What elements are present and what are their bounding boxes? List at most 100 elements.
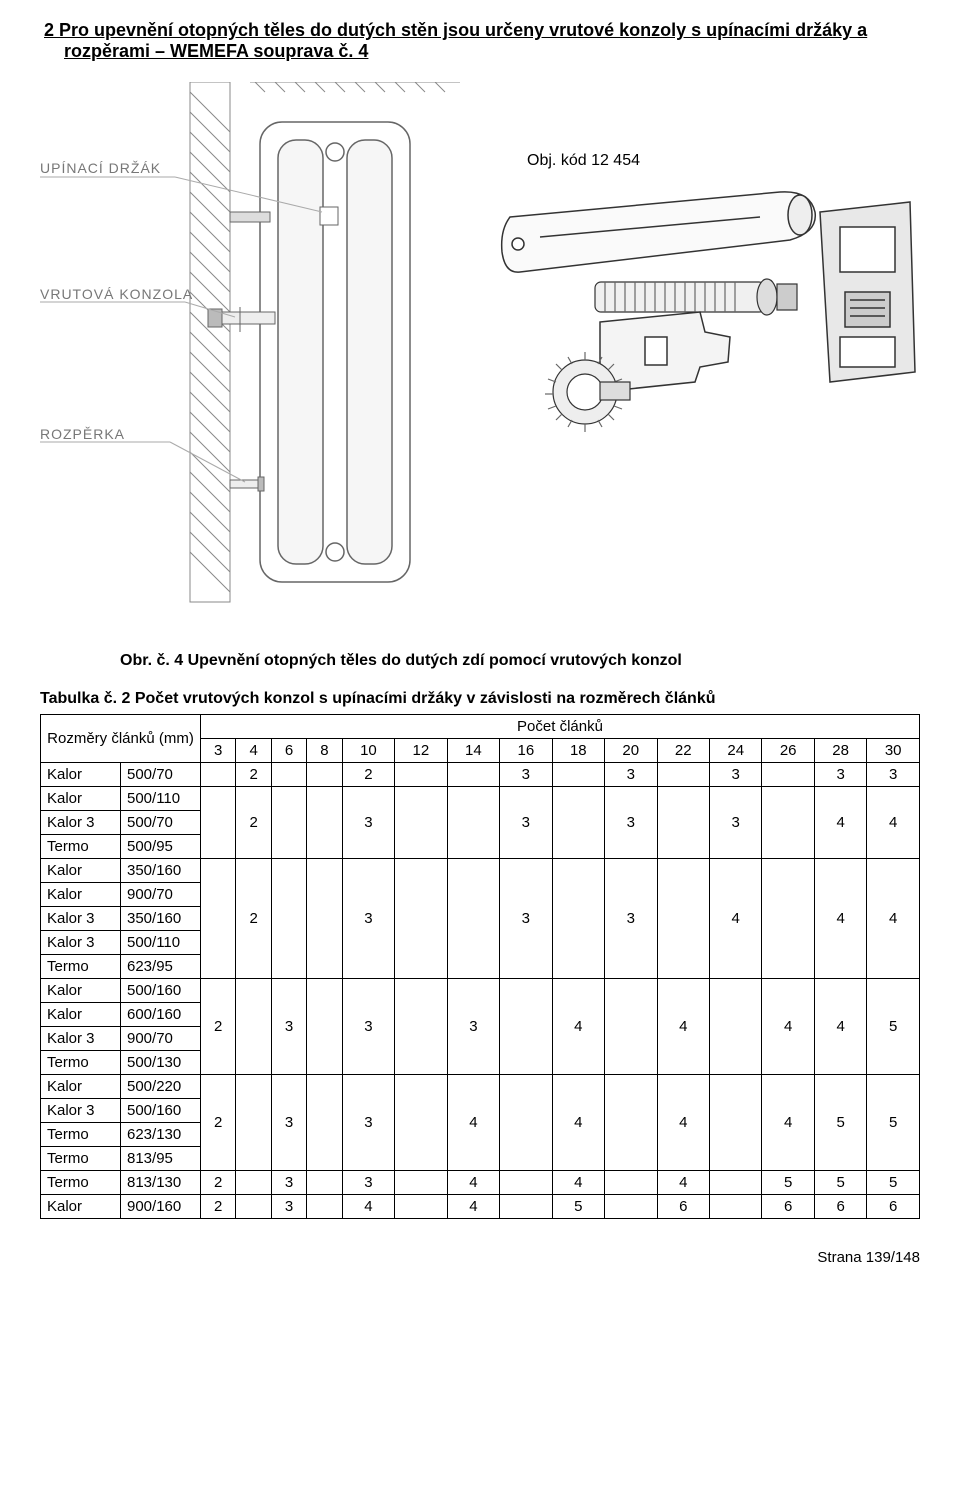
table-row: Kalor500/1102333344 bbox=[41, 787, 920, 811]
column-header: 10 bbox=[342, 739, 394, 763]
model-name-cell: Termo bbox=[41, 955, 121, 979]
technical-diagram: UPÍNACÍ DRŽÁK VRUTOVÁ KONZOLA ROZPĚRKA O… bbox=[40, 82, 920, 622]
value-cell: 4 bbox=[709, 859, 761, 979]
value-cell: 3 bbox=[500, 859, 552, 979]
object-code: Obj. kód 12 454 bbox=[527, 152, 640, 170]
value-cell bbox=[307, 859, 342, 979]
value-cell: 6 bbox=[657, 1195, 709, 1219]
value-cell bbox=[201, 763, 236, 787]
value-cell: 5 bbox=[867, 979, 920, 1075]
value-cell bbox=[552, 859, 604, 979]
value-cell bbox=[447, 859, 499, 979]
value-cell: 5 bbox=[552, 1195, 604, 1219]
model-name-cell: Kalor 3 bbox=[41, 1027, 121, 1051]
value-cell: 5 bbox=[814, 1075, 866, 1171]
value-cell: 3 bbox=[709, 787, 761, 859]
value-cell: 2 bbox=[342, 763, 394, 787]
value-cell: 3 bbox=[447, 979, 499, 1075]
value-cell bbox=[236, 1171, 271, 1195]
value-cell: 4 bbox=[657, 1075, 709, 1171]
model-name-cell: Termo bbox=[41, 1147, 121, 1171]
count-header-cell: Počet článků bbox=[201, 715, 920, 739]
value-cell bbox=[500, 1195, 552, 1219]
value-cell: 6 bbox=[867, 1195, 920, 1219]
table-row: Termo813/130233444555 bbox=[41, 1171, 920, 1195]
value-cell: 3 bbox=[605, 763, 657, 787]
value-cell bbox=[307, 787, 342, 859]
value-cell: 5 bbox=[762, 1171, 814, 1195]
value-cell: 4 bbox=[814, 859, 866, 979]
model-name-cell: Termo bbox=[41, 1051, 121, 1075]
value-cell bbox=[395, 763, 447, 787]
value-cell: 2 bbox=[201, 1075, 236, 1171]
model-name-cell: Kalor bbox=[41, 763, 121, 787]
model-name-cell: Kalor 3 bbox=[41, 931, 121, 955]
value-cell: 2 bbox=[236, 787, 271, 859]
model-name-cell: Termo bbox=[41, 1123, 121, 1147]
value-cell: 4 bbox=[867, 859, 920, 979]
model-name-cell: Termo bbox=[41, 1171, 121, 1195]
model-name-cell: Kalor bbox=[41, 1003, 121, 1027]
column-header: 14 bbox=[447, 739, 499, 763]
column-header: 16 bbox=[500, 739, 552, 763]
value-cell bbox=[605, 1195, 657, 1219]
value-cell: 2 bbox=[236, 763, 271, 787]
model-dimension-cell: 500/95 bbox=[121, 835, 201, 859]
model-dimension-cell: 600/160 bbox=[121, 1003, 201, 1027]
value-cell: 3 bbox=[342, 1171, 394, 1195]
value-cell bbox=[271, 859, 306, 979]
value-cell bbox=[395, 979, 447, 1075]
column-header: 20 bbox=[605, 739, 657, 763]
page-footer: Strana 139/148 bbox=[40, 1249, 920, 1266]
model-name-cell: Kalor 3 bbox=[41, 811, 121, 835]
value-cell: 6 bbox=[814, 1195, 866, 1219]
model-dimension-cell: 900/70 bbox=[121, 883, 201, 907]
value-cell: 4 bbox=[657, 979, 709, 1075]
value-cell bbox=[762, 763, 814, 787]
value-cell bbox=[500, 1171, 552, 1195]
table-caption: Tabulka č. 2 Počet vrutových konzol s up… bbox=[40, 690, 920, 708]
value-cell: 4 bbox=[814, 979, 866, 1075]
value-cell: 4 bbox=[447, 1075, 499, 1171]
value-cell: 3 bbox=[271, 1195, 306, 1219]
value-cell: 4 bbox=[447, 1195, 499, 1219]
value-cell bbox=[500, 979, 552, 1075]
table-row: Kalor900/160234456666 bbox=[41, 1195, 920, 1219]
value-cell: 4 bbox=[552, 979, 604, 1075]
value-cell bbox=[395, 1171, 447, 1195]
model-name-cell: Kalor bbox=[41, 1195, 121, 1219]
value-cell bbox=[762, 787, 814, 859]
value-cell: 3 bbox=[605, 859, 657, 979]
value-cell: 4 bbox=[867, 787, 920, 859]
value-cell bbox=[201, 787, 236, 859]
value-cell: 3 bbox=[605, 787, 657, 859]
model-name-cell: Kalor bbox=[41, 1075, 121, 1099]
value-cell: 2 bbox=[201, 979, 236, 1075]
table-row: Kalor500/160233344445 bbox=[41, 979, 920, 1003]
column-header: 24 bbox=[709, 739, 761, 763]
value-cell: 5 bbox=[867, 1075, 920, 1171]
table-row: Kalor500/702233333 bbox=[41, 763, 920, 787]
model-name-cell: Termo bbox=[41, 835, 121, 859]
table-row: Kalor500/220233444455 bbox=[41, 1075, 920, 1099]
value-cell: 4 bbox=[342, 1195, 394, 1219]
value-cell: 3 bbox=[814, 763, 866, 787]
column-header: 3 bbox=[201, 739, 236, 763]
value-cell bbox=[657, 763, 709, 787]
value-cell bbox=[500, 1075, 552, 1171]
value-cell bbox=[605, 979, 657, 1075]
section-heading: 2 Pro upevnění otopných těles do dutých … bbox=[60, 20, 920, 62]
value-cell bbox=[271, 787, 306, 859]
value-cell: 3 bbox=[500, 787, 552, 859]
value-cell bbox=[762, 859, 814, 979]
value-cell bbox=[307, 1075, 342, 1171]
label-vrutova-konzola: VRUTOVÁ KONZOLA bbox=[40, 286, 193, 302]
value-cell: 2 bbox=[201, 1171, 236, 1195]
value-cell bbox=[201, 859, 236, 979]
column-header: 4 bbox=[236, 739, 271, 763]
model-name-cell: Kalor bbox=[41, 883, 121, 907]
value-cell: 3 bbox=[342, 787, 394, 859]
value-cell: 3 bbox=[500, 763, 552, 787]
model-dimension-cell: 813/130 bbox=[121, 1171, 201, 1195]
value-cell bbox=[552, 763, 604, 787]
